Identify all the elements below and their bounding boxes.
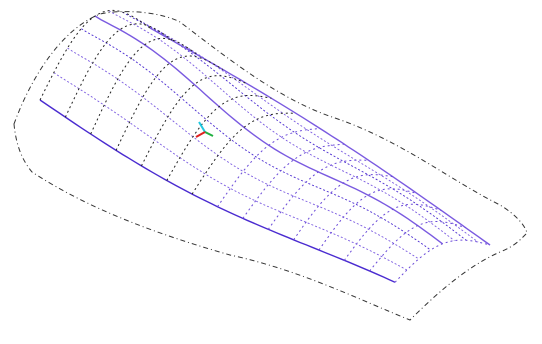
background (0, 0, 542, 344)
page: (() => { const data = JSON.parse(documen… (0, 0, 542, 344)
wireframe-viewport (0, 0, 542, 344)
